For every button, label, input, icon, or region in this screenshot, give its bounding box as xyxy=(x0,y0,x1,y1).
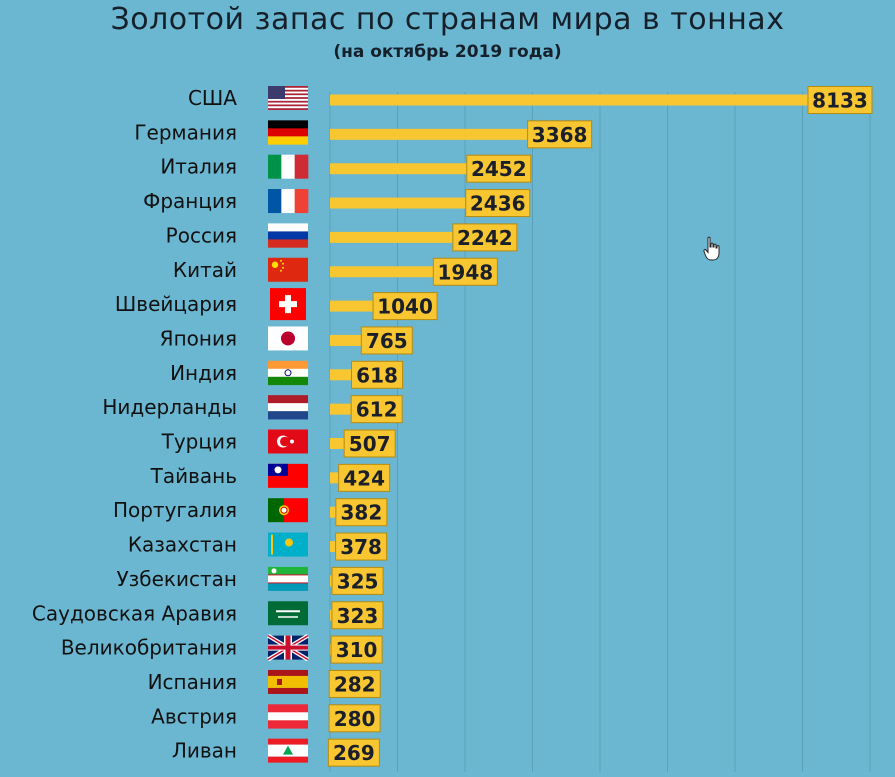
bar xyxy=(330,231,479,243)
value-label: 378 xyxy=(340,535,382,559)
value-label-box xyxy=(338,463,391,492)
bar xyxy=(330,403,371,415)
bar xyxy=(330,266,460,278)
value-label: 3368 xyxy=(532,123,588,147)
bar xyxy=(330,334,381,346)
france-flag-icon xyxy=(268,189,309,214)
value-label: 310 xyxy=(336,638,378,662)
saudi-arabia-flag-icon xyxy=(268,601,308,626)
value-label: 507 xyxy=(349,432,391,456)
value-label-box xyxy=(330,635,383,664)
chart-title: Золотой запас по странам мира в тоннах xyxy=(110,2,785,37)
hand-cursor-icon xyxy=(703,236,720,261)
country-label: Япония xyxy=(160,326,237,350)
value-label: 1948 xyxy=(438,260,494,284)
value-label-box xyxy=(335,498,388,527)
value-label: 1040 xyxy=(377,295,433,319)
uk-flag-icon xyxy=(266,633,310,662)
value-label-box xyxy=(328,669,381,698)
value-label-box xyxy=(331,566,384,595)
china-flag-icon xyxy=(268,257,308,282)
value-label-box xyxy=(372,292,438,321)
country-label: Россия xyxy=(166,223,237,247)
country-label: Китай xyxy=(173,258,237,282)
country-label: Саудовская Аравия xyxy=(32,601,237,625)
value-label-box xyxy=(452,223,518,252)
value-label-box xyxy=(328,704,381,733)
bar xyxy=(330,197,492,209)
country-label: Германия xyxy=(134,120,237,144)
india-flag-icon xyxy=(268,360,308,386)
value-label: 282 xyxy=(334,672,376,696)
bar xyxy=(330,128,554,140)
bar xyxy=(330,163,493,175)
austria-flag-icon xyxy=(268,704,308,729)
italy-flag-icon xyxy=(268,154,309,179)
flag-icons xyxy=(266,86,310,763)
chart-subtitle: (на октябрь 2019 года) xyxy=(333,42,562,62)
value-label: 2242 xyxy=(457,226,513,250)
country-label: Испания xyxy=(148,670,237,694)
value-label-box xyxy=(351,360,404,389)
value-label-box xyxy=(331,601,384,630)
value-label-box xyxy=(807,86,873,114)
country-label: Нидерланды xyxy=(102,395,237,419)
country-label: Франция xyxy=(143,189,237,213)
value-label: 2436 xyxy=(470,192,526,216)
value-label: 618 xyxy=(356,363,398,387)
value-label-box xyxy=(466,154,532,183)
turkey-flag-icon xyxy=(268,429,308,454)
russia-flag-icon xyxy=(268,223,308,248)
value-label-box xyxy=(465,189,531,218)
country-label: Казахстан xyxy=(128,533,237,557)
bar xyxy=(330,94,870,106)
spain-flag-icon xyxy=(268,669,308,694)
value-label: 8133 xyxy=(812,89,868,113)
value-label: 2452 xyxy=(471,157,527,181)
value-label-box xyxy=(527,120,593,149)
country-label: Португалия xyxy=(113,498,237,522)
value-label-box xyxy=(360,326,413,355)
country-label: Тайвань xyxy=(150,464,237,488)
japan-flag-icon xyxy=(268,326,308,351)
value-label: 612 xyxy=(356,398,398,422)
kazakhstan-flag-icon xyxy=(268,532,308,557)
value-label-box xyxy=(327,738,380,767)
value-label: 325 xyxy=(337,569,379,593)
country-label: Австрия xyxy=(151,704,237,728)
country-label: США xyxy=(188,86,237,110)
value-label-box xyxy=(335,532,388,561)
taiwan-flag-icon xyxy=(268,463,308,488)
value-label: 424 xyxy=(343,466,385,490)
gridlines xyxy=(329,92,871,772)
country-label: Турция xyxy=(161,430,237,454)
country-label: Индия xyxy=(170,361,237,385)
country-label: Италия xyxy=(160,155,237,179)
bar xyxy=(330,300,400,312)
lebanon-flag-icon xyxy=(268,738,308,763)
uzbekistan-flag-icon xyxy=(268,566,308,591)
value-label-box xyxy=(350,395,403,424)
value-label: 323 xyxy=(337,604,379,628)
germany-flag-icon xyxy=(268,120,308,145)
country-label: Ливан xyxy=(172,739,237,763)
value-label-box xyxy=(343,429,396,458)
value-label: 382 xyxy=(340,501,382,525)
us-flag-icon xyxy=(268,86,308,110)
value-label: 280 xyxy=(334,707,376,731)
switzerland-flag-icon xyxy=(270,288,306,321)
value-label: 765 xyxy=(366,329,408,353)
country-labels: США Германия Италия Франция Россия Китай Швейц… xyxy=(32,86,237,763)
country-label: Швейцария xyxy=(115,292,237,316)
value-label: 269 xyxy=(333,741,375,765)
netherlands-flag-icon xyxy=(268,395,308,420)
portugal-flag-icon xyxy=(268,498,308,523)
value-label-box xyxy=(432,257,498,286)
country-label: Узбекистан xyxy=(116,567,237,591)
country-label: Великобритания xyxy=(61,636,237,660)
bar xyxy=(330,369,372,381)
